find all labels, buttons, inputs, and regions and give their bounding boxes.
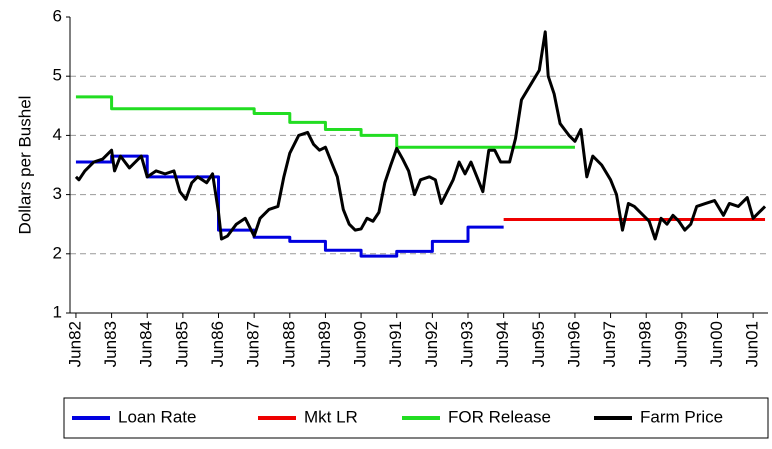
x-tick-label: Jun82: [65, 321, 84, 367]
x-tick-label: Jun97: [600, 321, 619, 367]
legend-label: Mkt LR: [304, 407, 358, 426]
x-tick-label: Jun89: [315, 321, 334, 367]
x-tick-label: Jun91: [386, 321, 405, 367]
y-axis-label: Dollars per Bushel: [15, 96, 34, 235]
x-tick-label: Jun83: [101, 321, 120, 367]
y-tick-label: 1: [53, 302, 62, 321]
x-tick-label: Jun00: [707, 321, 726, 367]
y-tick-label: 6: [53, 6, 62, 25]
x-tick-label: Jun88: [279, 321, 298, 367]
x-tick-label: Jun98: [636, 321, 655, 367]
x-tick-label: Jun99: [671, 321, 690, 367]
y-tick-label: 5: [53, 66, 62, 85]
x-tick-label: Jun84: [137, 321, 156, 367]
x-tick-label: Jun86: [208, 321, 227, 367]
y-tick-label: 4: [53, 125, 62, 144]
x-tick-label: Jun90: [351, 321, 370, 367]
series-line: [75, 154, 504, 258]
x-tick-label: Jun87: [244, 321, 263, 367]
x-tick-label: Jun94: [493, 321, 512, 367]
x-tick-label: Jun93: [457, 321, 476, 367]
x-tick-label: Jun01: [743, 321, 762, 367]
legend-label: Loan Rate: [118, 407, 196, 426]
x-tick-label: Jun92: [422, 321, 441, 367]
series-line: [75, 95, 575, 149]
legend-label: Farm Price: [640, 407, 723, 426]
y-tick-label: 2: [53, 243, 62, 262]
x-tick-label: Jun96: [564, 321, 583, 367]
y-tick-label: 3: [53, 184, 62, 203]
series-line: [74, 30, 767, 241]
legend-label: FOR Release: [448, 407, 551, 426]
x-tick-label: Jun85: [172, 321, 191, 367]
x-tick-label: Jun95: [529, 321, 548, 367]
